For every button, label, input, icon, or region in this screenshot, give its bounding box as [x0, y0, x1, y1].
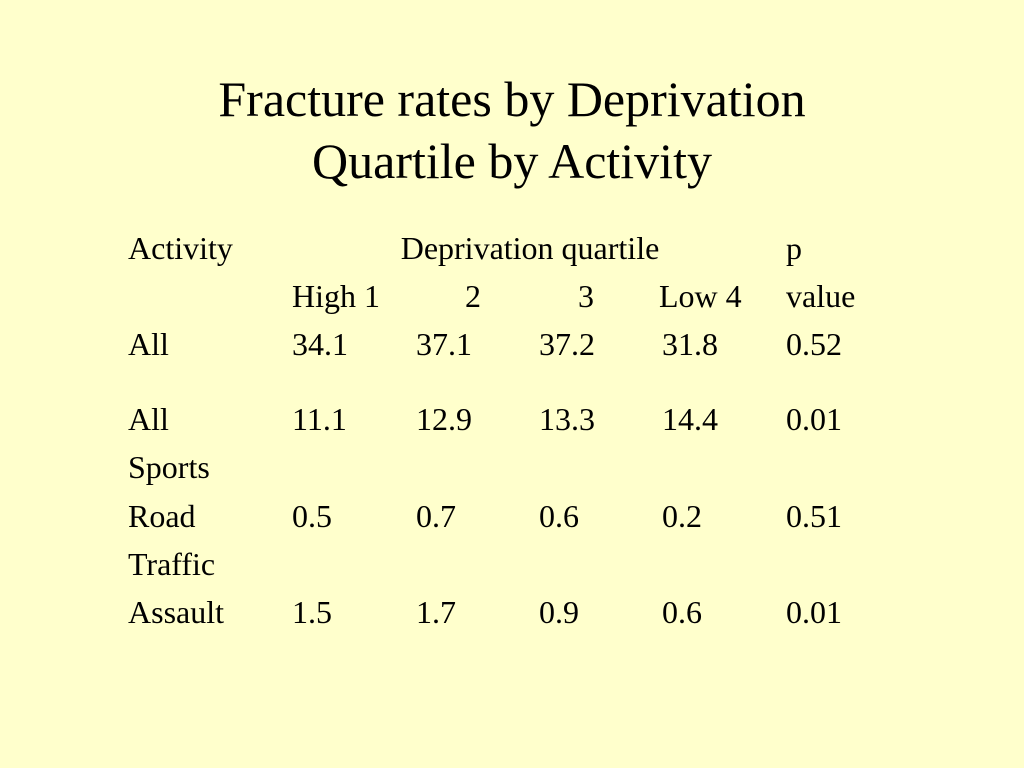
header-quartile-1: High 1: [292, 278, 380, 314]
row-quartile-2: 12.9: [416, 401, 472, 437]
row-p-value: 0.52: [786, 326, 842, 362]
row-quartile-1: 11.1: [292, 401, 347, 437]
header-deprivation-quartile: Deprivation quartile: [400, 230, 660, 266]
header-quartile-4: Low 4: [659, 278, 742, 314]
slide-title: Fracture rates by Deprivation Quartile b…: [0, 68, 1024, 192]
row-quartile-3: 0.6: [539, 498, 579, 534]
row-activity: All: [128, 326, 169, 362]
row-activity: Road: [128, 498, 196, 534]
row-quartile-1: 1.5: [292, 594, 332, 630]
row-quartile-3: 13.3: [539, 401, 595, 437]
row-quartile-4: 0.6: [662, 594, 702, 630]
row-p-value: 0.01: [786, 401, 842, 437]
row-quartile-3: 0.9: [539, 594, 579, 630]
row-quartile-2: 0.7: [416, 498, 456, 534]
row-quartile-1: 34.1: [292, 326, 348, 362]
row-quartile-1: 0.5: [292, 498, 332, 534]
row-activity-line-2: Traffic: [128, 546, 216, 582]
row-quartile-4: 31.8: [662, 326, 718, 362]
header-activity: Activity: [128, 230, 233, 266]
row-quartile-2: 1.7: [416, 594, 456, 630]
header-value: value: [786, 278, 856, 314]
row-p-value: 0.01: [786, 594, 842, 630]
title-line-2: Quartile by Activity: [312, 133, 712, 189]
row-quartile-3: 37.2: [539, 326, 595, 362]
header-quartile-3: 3: [578, 278, 594, 314]
header-quartile-2: 2: [465, 278, 481, 314]
row-activity-line-2: Sports: [128, 449, 210, 485]
row-quartile-4: 0.2: [662, 498, 702, 534]
header-p: p: [786, 230, 802, 266]
row-activity: Assault: [128, 594, 224, 630]
row-p-value: 0.51: [786, 498, 842, 534]
title-line-1: Fracture rates by Deprivation: [218, 71, 806, 127]
row-quartile-2: 37.1: [416, 326, 472, 362]
row-activity: All: [128, 401, 169, 437]
row-quartile-4: 14.4: [662, 401, 718, 437]
